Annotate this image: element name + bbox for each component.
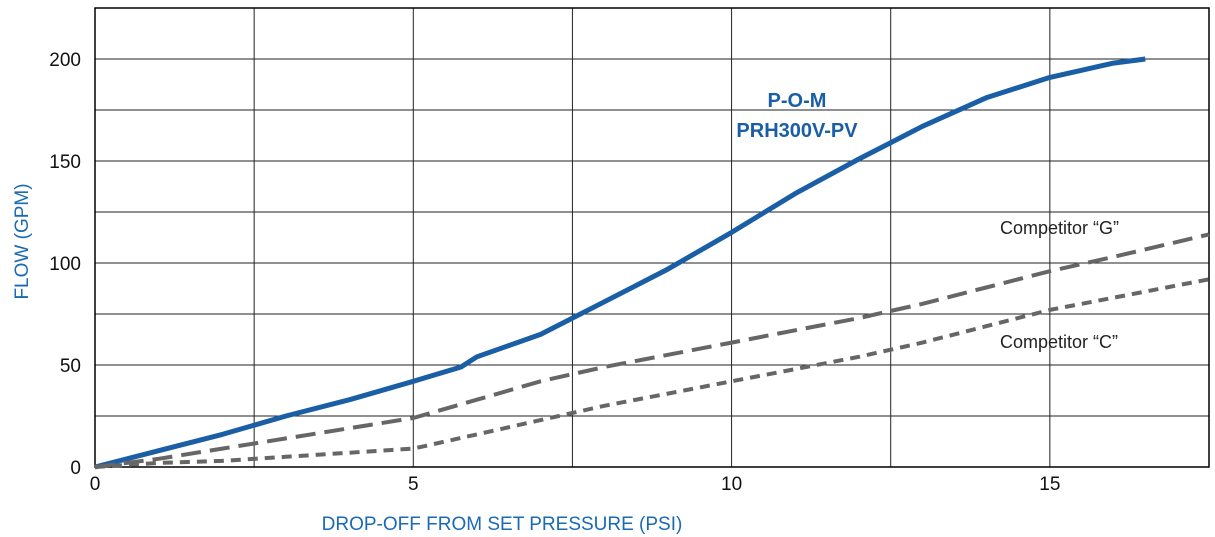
x-tick-label: 10 [721, 474, 742, 495]
series-line-pom [94, 56, 1146, 470]
series-line-competitor-c [94, 277, 1210, 469]
series-layer [94, 56, 1210, 470]
x-axis-title: DROP-OFF FROM SET PRESSURE (PSI) [322, 514, 683, 535]
x-tick-label: 5 [408, 474, 419, 495]
y-axis-title: FLOW (GPM) [12, 183, 33, 299]
y-tick-label: 50 [60, 356, 81, 377]
series-label-competitor-c: Competitor “C” [1000, 332, 1118, 352]
series-label-pom-line-2: PRH300V-PV [736, 120, 858, 142]
grid [94, 7, 1210, 468]
series-label-pom-line-1: P-O-M [768, 90, 827, 112]
x-tick-label: 15 [1039, 474, 1060, 495]
x-tick-label: 0 [90, 474, 101, 495]
series-label-competitor-g: Competitor “G” [1000, 218, 1119, 238]
y-tick-label: 200 [49, 50, 81, 71]
y-tick-label: 100 [49, 254, 81, 275]
series-line-competitor-g [94, 232, 1210, 469]
plot-border [94, 7, 1210, 468]
y-tick-label: 150 [49, 152, 81, 173]
y-tick-label: 0 [70, 458, 81, 479]
